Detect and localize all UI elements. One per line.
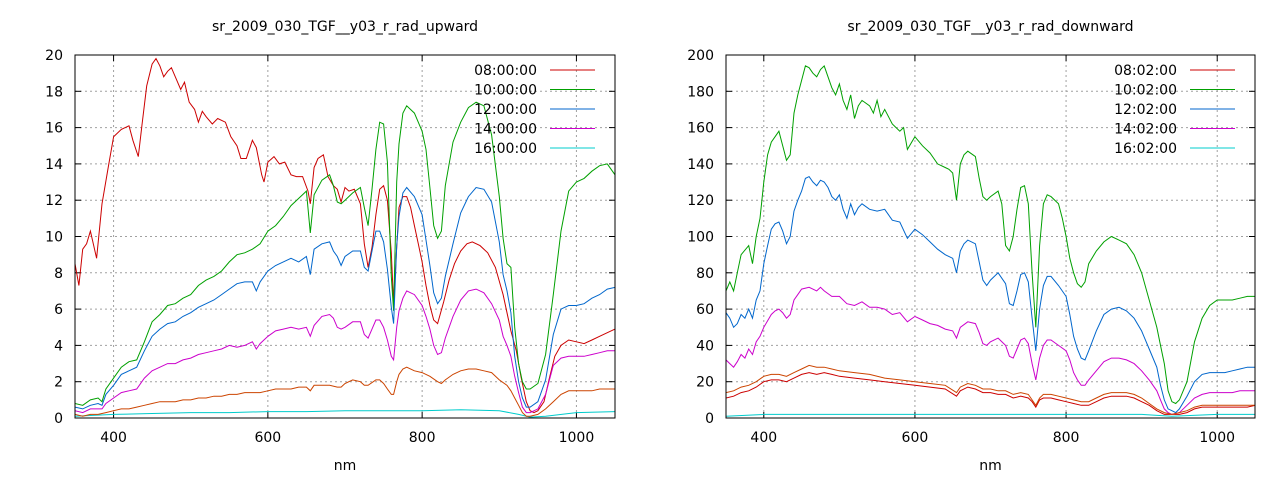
series-line [726,64,1255,405]
series-group [75,57,615,418]
x-axis-label: nm [979,458,1002,474]
legend-label: 12:00:00 [474,102,537,118]
y-tick-label: 200 [687,48,714,64]
x-axis-label: nm [334,458,357,474]
y-tick-label: 80 [696,266,714,282]
series-line [75,366,615,417]
y-tick-label: 4 [54,338,63,354]
y-tick-label: 8 [54,266,63,282]
x-tick-label: 1000 [559,430,595,446]
series-group [726,64,1255,417]
y-tick-label: 2 [54,375,63,391]
x-tick-label: 800 [409,430,436,446]
y-tick-label: 0 [705,411,714,427]
legend-label: 08:02:00 [1114,63,1177,79]
chart-title: sr_2009_030_TGF__y03_r_rad_downward [847,19,1133,35]
y-tick-label: 60 [696,302,714,318]
upward-radiance-chart: 400 600 800 1000 0 2 4 6 8 10 12 14 16 18 20 08:00:00 10… [45,19,616,474]
x-tick-label: 600 [254,430,281,446]
y-tick-label: 20 [45,48,63,64]
plot-frame [725,54,1256,419]
series-line [726,372,1255,415]
x-tick-label: 400 [750,430,777,446]
y-tick-label: 14 [45,157,63,173]
legend-label: 10:02:00 [1114,83,1177,99]
legend-label: 14:00:00 [474,122,537,138]
x-tick-label: 400 [100,430,127,446]
series-line [75,101,615,406]
legend-label: 16:02:00 [1114,141,1177,157]
y-tick-label: 6 [54,302,63,318]
x-tick-label: 1000 [1199,430,1235,446]
y-tick-label: 140 [687,157,714,173]
y-tick-label: 18 [45,84,63,100]
legend-label: 14:02:00 [1114,122,1177,138]
series-line [726,413,1255,417]
y-tick-label: 12 [45,193,63,209]
y-tick-label: 100 [687,230,714,246]
x-tick-label: 800 [1053,430,1080,446]
y-tick-label: 120 [687,193,714,209]
series-line [75,288,615,414]
y-tick-label: 10 [45,230,63,246]
series-line [726,364,1255,415]
y-tick-label: 0 [54,411,63,427]
x-tick-label: 600 [902,430,929,446]
chart-title: sr_2009_030_TGF__y03_r_rad_upward [212,19,478,35]
legend-label: 08:00:00 [474,63,537,79]
plot-frame [74,54,616,419]
series-line [75,57,615,414]
series-line [726,286,1255,415]
legend-label: 10:00:00 [474,83,537,99]
series-line [75,409,615,418]
series-line [75,186,615,410]
y-tick-label: 16 [45,121,63,137]
downward-radiance-chart: 400 600 800 1000 0 20 40 60 80 100 120 140 160 180 200… [687,19,1256,474]
series-line [726,175,1255,414]
y-tick-label: 40 [696,338,714,354]
y-tick-label: 160 [687,121,714,137]
legend-label: 16:00:00 [474,141,537,157]
y-tick-label: 180 [687,84,714,100]
legend-label: 12:02:00 [1114,102,1177,118]
y-tick-label: 20 [696,375,714,391]
